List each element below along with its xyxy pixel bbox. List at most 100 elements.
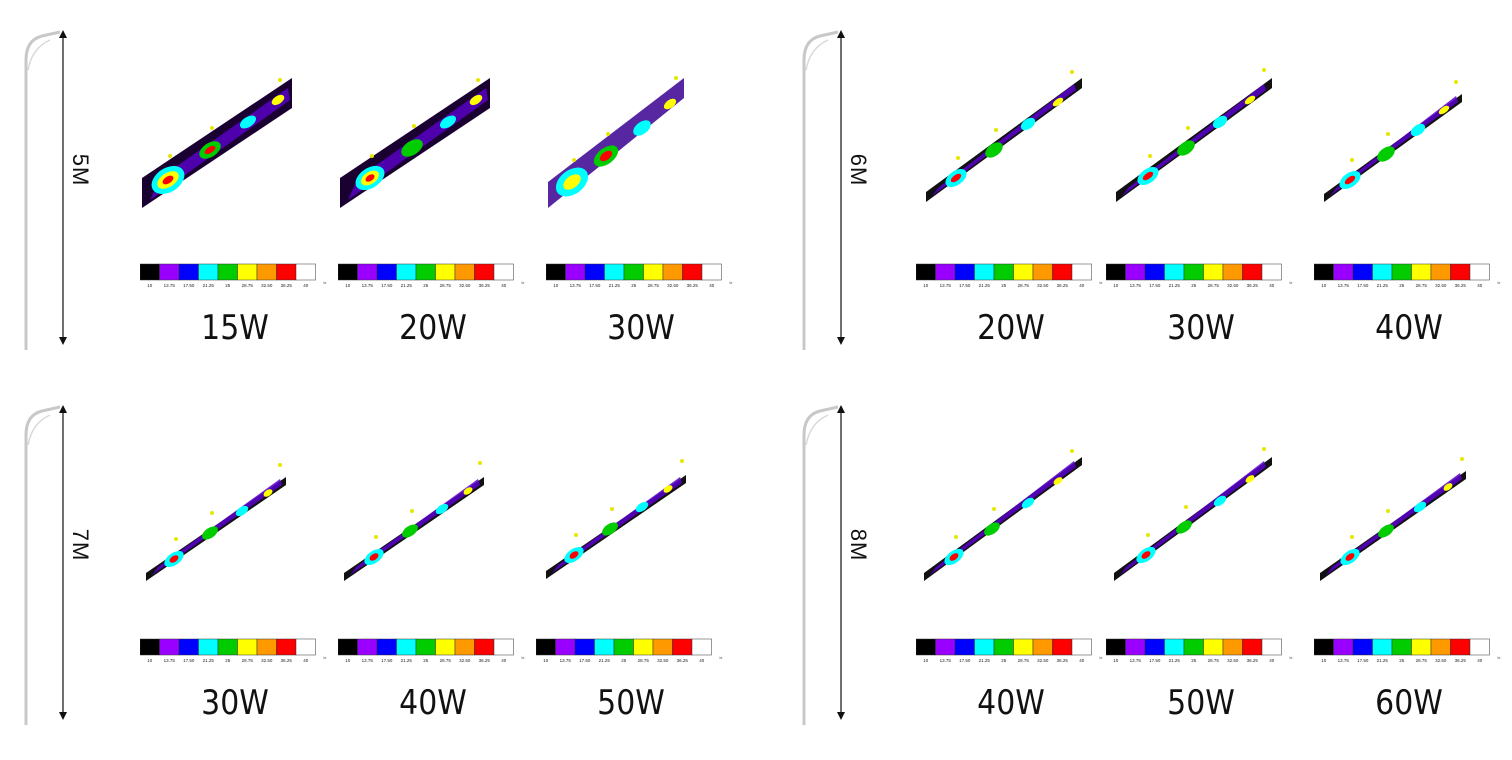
- illuminance-legend: 10 13.75 17.50 21.25 25 28.75 32.50 36.25 40 lx: [536, 638, 722, 663]
- wattage-label: 60W: [1375, 683, 1443, 723]
- legend-swatch: [415, 638, 436, 656]
- legend-tick-label: 10: [1321, 658, 1327, 663]
- legend-swatch: [1052, 638, 1073, 656]
- illuminance-legend: 10 13.75 17.50 21.25 25 28.75 32.50 36.25 40 lx: [1106, 638, 1292, 663]
- legend-swatch: [623, 263, 644, 281]
- legend-tick-label: 32.50: [1435, 283, 1447, 288]
- legend-tick-label: 32.50: [261, 658, 273, 663]
- legend-swatch: [178, 263, 199, 281]
- legend-tick-label: 32.50: [657, 658, 669, 663]
- legend-swatch: [974, 638, 995, 656]
- legend-tick-label: 28.75: [1208, 283, 1220, 288]
- legend-swatch: [140, 638, 160, 656]
- legend-swatch: [1203, 263, 1224, 281]
- group-8m: 8M 10 13.75 17.50 21.25 25 28.75 32.50 36.25 40 l…: [798, 405, 1512, 760]
- legend-tick-label: 40: [699, 658, 705, 663]
- legend-tick-label: 21.25: [599, 658, 611, 663]
- legend-swatch: [1242, 638, 1263, 656]
- legend-tick-label: 13.75: [570, 283, 582, 288]
- legend-unit-label: lx: [730, 280, 733, 285]
- wattage-label: 30W: [607, 308, 675, 348]
- legend-swatch: [493, 263, 514, 281]
- legend-swatch: [1372, 263, 1393, 281]
- isolux-diagram: [344, 461, 484, 581]
- group-6m: 6M 10 13.75 17.50 21.25 25 28.75 32.50 36.25 40 l…: [798, 30, 1512, 385]
- legend-tick-label: 10: [1113, 658, 1119, 663]
- legend-tick-label: 36.25: [687, 283, 699, 288]
- legend-swatch: [546, 263, 566, 281]
- legend-tick-label: 13.75: [940, 283, 952, 288]
- legend-unit-label: lx: [522, 655, 525, 660]
- legend-swatch: [295, 263, 316, 281]
- legend-swatch: [1032, 263, 1053, 281]
- legend-swatch: [1106, 263, 1126, 281]
- isolux-diagram: [1324, 80, 1462, 202]
- legend-tick-label: 28.75: [648, 283, 660, 288]
- legend-tick-label: 10: [147, 283, 153, 288]
- legend-swatch: [1333, 263, 1354, 281]
- legend-unit-label: lx: [1100, 655, 1103, 660]
- legend-tick-label: 32.50: [459, 658, 471, 663]
- legend-swatch: [1013, 263, 1034, 281]
- illuminance-panel: 10 13.75 17.50 21.25 25 28.75 32.50 36.25 40 lx 5…: [1106, 405, 1296, 745]
- legend-tick-label: 40: [303, 283, 309, 288]
- legend-tick-label: 25: [423, 283, 429, 288]
- legend-tick-label: 10: [553, 283, 559, 288]
- legend-tick-label: 25: [225, 658, 231, 663]
- legend-swatch: [338, 263, 358, 281]
- legend-tick-label: 17.50: [381, 283, 393, 288]
- legend-swatch: [1242, 263, 1263, 281]
- legend-swatch: [954, 263, 975, 281]
- legend-tick-label: 32.50: [1435, 658, 1447, 663]
- legend-tick-label: 25: [1399, 283, 1405, 288]
- legend-tick-label: 17.50: [1149, 658, 1161, 663]
- legend-tick-label: 28.75: [1416, 283, 1428, 288]
- illuminance-legend: 10 13.75 17.50 21.25 25 28.75 32.50 36.25 40 lx: [546, 263, 733, 288]
- illuminance-panel: 10 13.75 17.50 21.25 25 28.75 32.50 36.25 40 lx 4…: [1314, 30, 1504, 370]
- legend-swatch: [376, 263, 397, 281]
- isolux-diagram: [1116, 68, 1272, 202]
- legend-tick-label: 21.25: [203, 283, 215, 288]
- legend-tick-label: 36.25: [677, 658, 689, 663]
- mounting-height-label: 6M: [846, 153, 871, 187]
- legend-tick-label: 21.25: [401, 283, 413, 288]
- legend-tick-label: 28.75: [440, 283, 452, 288]
- mounting-height-label: 7M: [68, 528, 93, 562]
- legend-swatch: [935, 263, 956, 281]
- legend-unit-label: lx: [1498, 280, 1501, 285]
- legend-swatch: [652, 638, 673, 656]
- illuminance-panel: 10 13.75 17.50 21.25 25 28.75 32.50 36.25 40 lx 1…: [140, 30, 330, 370]
- legend-swatch: [474, 638, 495, 656]
- legend-swatch: [1222, 638, 1243, 656]
- legend-tick-label: 32.50: [1037, 658, 1049, 663]
- legend-tick-label: 40: [709, 283, 715, 288]
- isolux-diagram: [548, 76, 684, 208]
- legend-tick-label: 21.25: [1377, 658, 1389, 663]
- legend-swatch: [633, 638, 654, 656]
- legend-tick-label: 17.50: [1357, 283, 1369, 288]
- isolux-diagram: [926, 70, 1082, 202]
- legend-tick-label: 17.50: [959, 283, 971, 288]
- legend-swatch: [237, 263, 258, 281]
- wattage-label: 40W: [1375, 308, 1443, 348]
- legend-swatch: [916, 638, 936, 656]
- wattage-label: 40W: [399, 683, 467, 723]
- street-pole-icon: [24, 405, 60, 725]
- legend-swatch: [1222, 263, 1243, 281]
- legend-swatch: [954, 638, 975, 656]
- legend-swatch: [1469, 263, 1490, 281]
- legend-tick-label: 17.50: [1149, 283, 1161, 288]
- legend-tick-label: 36.25: [281, 283, 293, 288]
- illuminance-panel: 10 13.75 17.50 21.25 25 28.75 32.50 36.25 40 lx 5…: [536, 405, 726, 745]
- legend-tick-label: 36.25: [1247, 283, 1259, 288]
- illuminance-panel: 10 13.75 17.50 21.25 25 28.75 32.50 36.25 40 lx 3…: [140, 405, 330, 745]
- wattage-label: 30W: [1167, 308, 1235, 348]
- legend-swatch: [1144, 638, 1165, 656]
- legend-tick-label: 17.50: [1357, 658, 1369, 663]
- legend-tick-label: 17.50: [589, 283, 601, 288]
- legend-tick-label: 32.50: [261, 283, 273, 288]
- illuminance-legend: 10 13.75 17.50 21.25 25 28.75 32.50 36.25 40 lx: [338, 263, 524, 288]
- wattage-label: 50W: [1167, 683, 1235, 723]
- legend-tick-label: 40: [1079, 283, 1085, 288]
- legend-swatch: [454, 263, 475, 281]
